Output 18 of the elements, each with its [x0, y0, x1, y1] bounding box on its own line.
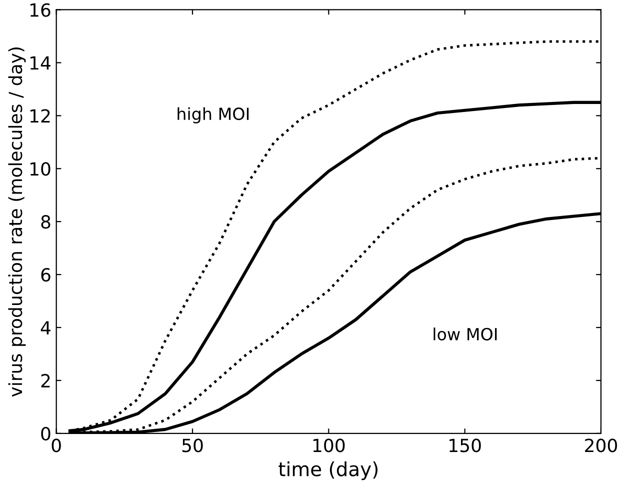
- y-tick-label: 8: [41, 215, 50, 229]
- y-tick-label: 14: [30, 56, 50, 70]
- y-tick-label: 6: [41, 268, 50, 282]
- y-axis-title: virus production rate (molecules / day): [8, 47, 26, 397]
- x-tick-label: 0: [52, 438, 61, 452]
- annotation: high MOI: [178, 107, 249, 124]
- y-tick-label: 4: [40, 321, 50, 334]
- y-tick-label: 0: [41, 426, 50, 441]
- y-tick-label: 2: [41, 374, 50, 388]
- y-tick-label: 10: [30, 162, 50, 176]
- y-tick-label: 12: [30, 109, 50, 123]
- x-tick-label: 100: [313, 438, 345, 452]
- x-axis-title: time (day): [278, 461, 378, 480]
- x-tick-label: 150: [450, 438, 481, 452]
- y-tick-label: 16: [30, 3, 50, 17]
- x-tick-label: 200: [585, 438, 617, 452]
- annotation: low MOI: [434, 328, 497, 340]
- x-tick-label: 50: [182, 438, 203, 452]
